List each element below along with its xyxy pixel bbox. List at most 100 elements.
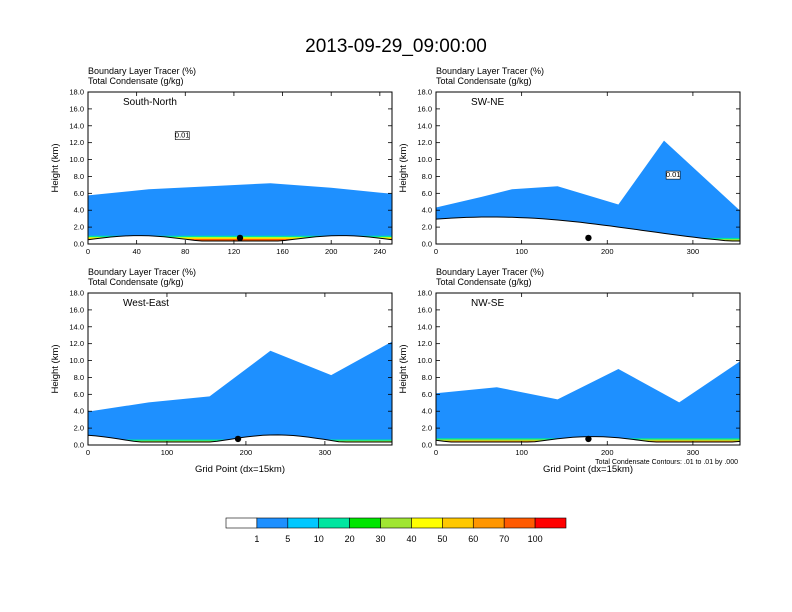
y-tick-label: 10.0: [69, 356, 84, 365]
y-tick-label: 12.0: [417, 138, 432, 147]
panel-header-line: Boundary Layer Tracer (%): [88, 66, 196, 76]
x-tick-label: 160: [276, 247, 289, 256]
colorbar-swatch: [225, 517, 258, 529]
y-tick-label: 4.0: [74, 206, 84, 215]
y-tick-label: 2.0: [74, 223, 84, 232]
colorbar-label: 60: [468, 534, 478, 544]
location-marker: [585, 435, 592, 443]
y-tick-label: 4.0: [422, 206, 432, 215]
x-tick-label: 240: [374, 247, 387, 256]
y-tick-label: 18.0: [417, 289, 432, 298]
colorbar-swatch: [380, 517, 412, 529]
x-tick-label: 80: [181, 247, 189, 256]
section-label: West-East: [123, 298, 169, 309]
x-tick-label: 100: [161, 448, 174, 457]
y-axis-label: Height (km): [398, 344, 409, 393]
terrain: [88, 235, 392, 244]
panel-header-line: Boundary Layer Tracer (%): [88, 267, 196, 277]
tracer-band: [88, 341, 392, 440]
panel-header-line: Total Condensate (g/kg): [436, 76, 532, 86]
plume-field: [436, 361, 740, 445]
x-tick-label: 300: [319, 448, 332, 457]
y-tick-label: 2.0: [74, 424, 84, 433]
x-tick-label: 120: [228, 247, 241, 256]
colorbar-swatch: [318, 517, 350, 529]
section-label: NW-SE: [471, 298, 504, 309]
y-tick-label: 6.0: [422, 189, 432, 198]
y-tick-label: 12.0: [69, 138, 84, 147]
y-tick-label: 10.0: [417, 356, 432, 365]
contour-label: 0.01: [175, 131, 190, 140]
y-tick-label: 8.0: [422, 373, 432, 382]
y-tick-label: 2.0: [422, 424, 432, 433]
y-tick-label: 0.0: [422, 441, 432, 450]
colorbar-label: 30: [376, 534, 386, 544]
y-tick-label: 0.0: [422, 240, 432, 249]
panel-4: Boundary Layer Tracer (%)Total Condensat…: [398, 267, 741, 475]
y-tick-label: 0.0: [74, 240, 84, 249]
x-tick-label: 100: [515, 448, 528, 457]
y-tick-label: 18.0: [417, 88, 432, 97]
y-tick-label: 14.0: [69, 322, 84, 331]
x-tick-label: 200: [601, 247, 614, 256]
y-axis-label: Height (km): [398, 143, 409, 192]
y-tick-label: 8.0: [74, 172, 84, 181]
y-tick-label: 6.0: [74, 390, 84, 399]
contour-label: 0.01: [666, 170, 681, 179]
y-tick-label: 12.0: [69, 339, 84, 348]
panels: Boundary Layer Tracer (%)Total Condensat…: [50, 66, 741, 475]
x-tick-label: 200: [601, 448, 614, 457]
panel-header-line: Boundary Layer Tracer (%): [436, 66, 544, 76]
y-tick-label: 16.0: [69, 104, 84, 113]
x-tick-label: 200: [325, 247, 338, 256]
y-tick-label: 4.0: [422, 407, 432, 416]
y-tick-label: 18.0: [69, 289, 84, 298]
plot-frame: [87, 292, 393, 446]
x-tick-label: 300: [687, 448, 700, 457]
plot-frame: [435, 91, 741, 245]
x-tick-label: 0: [86, 448, 90, 457]
colorbar-label: 100: [528, 534, 543, 544]
y-tick-label: 10.0: [69, 155, 84, 164]
x-tick-label: 300: [687, 247, 700, 256]
panel-2: Boundary Layer Tracer (%)Total Condensat…: [398, 66, 741, 256]
colorbar-swatch: [411, 517, 443, 529]
y-tick-label: 16.0: [417, 305, 432, 314]
y-tick-label: 0.0: [74, 441, 84, 450]
colorbar-swatch: [442, 517, 474, 529]
y-tick-label: 8.0: [422, 172, 432, 181]
y-tick-label: 2.0: [422, 223, 432, 232]
y-axis-label: Height (km): [50, 344, 61, 393]
y-tick-label: 14.0: [69, 121, 84, 130]
plume-field: [88, 341, 392, 445]
contour-label-box: [174, 131, 190, 140]
plot-frame: [87, 91, 393, 245]
y-tick-label: 16.0: [417, 104, 432, 113]
colorbar-swatch: [256, 517, 289, 529]
plume-field: [436, 140, 740, 244]
panel-header-line: Total Condensate (g/kg): [88, 277, 184, 287]
panel-header-line: Total Condensate (g/kg): [88, 76, 184, 86]
colorbar-swatch: [534, 517, 567, 529]
y-tick-label: 6.0: [422, 390, 432, 399]
x-tick-label: 100: [515, 247, 528, 256]
y-tick-label: 4.0: [74, 407, 84, 416]
colorbar-swatch: [287, 517, 320, 529]
tracer-band: [436, 361, 740, 439]
tracer-band: [88, 183, 392, 236]
colorbar: 1 5 10 20 30 40 50 60 70 100: [225, 517, 567, 544]
panel-3: Boundary Layer Tracer (%)Total Condensat…: [50, 267, 393, 475]
colorbar-label: 40: [406, 534, 416, 544]
colorbar-swatch: [349, 517, 381, 529]
colorbar-label: 50: [437, 534, 447, 544]
y-tick-label: 14.0: [417, 322, 432, 331]
y-tick-label: 14.0: [417, 121, 432, 130]
x-tick-label: 0: [86, 247, 90, 256]
colorbar-swatch: [503, 517, 536, 529]
y-tick-label: 6.0: [74, 189, 84, 198]
x-tick-label: 0: [434, 247, 438, 256]
y-axis-label: Height (km): [50, 143, 61, 192]
tracer-band: [436, 140, 740, 238]
colorbar-label: 10: [314, 534, 324, 544]
